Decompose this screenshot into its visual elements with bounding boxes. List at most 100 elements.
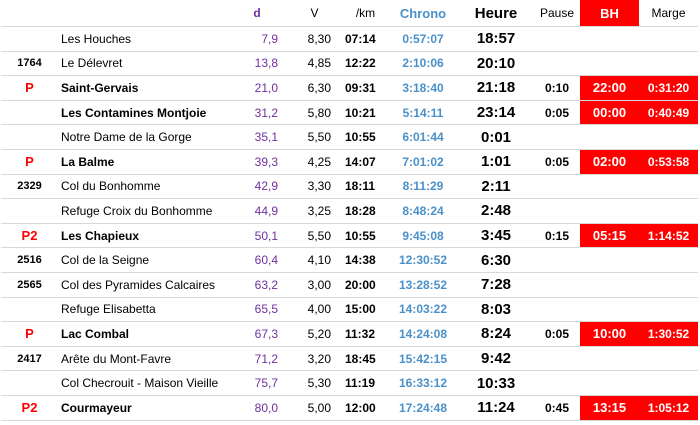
row-heure: 9:42 [458,345,534,371]
row-barrier-time: 00:00 [580,99,639,125]
row-distance: 60,4 [228,247,286,273]
row-margin: 0:53:58 [639,148,698,175]
row-pace: 11:19 [343,370,388,396]
row-code: P2 [1,394,58,421]
row-heure: 0:01 [458,124,534,150]
row-pause [534,173,580,199]
header-speed: V [310,6,319,20]
row-distance: 75,7 [228,370,286,396]
row-speed: 5,00 [286,394,343,421]
row-pace: 20:00 [343,271,388,298]
row-distance: 71,2 [228,345,286,371]
header-place [58,0,228,27]
row-pace: 07:14 [343,26,388,52]
row-pause [534,370,580,396]
row-distance: 35,1 [228,124,286,150]
row-barrier-time [580,173,639,199]
row-code: P2 [1,222,58,248]
row-margin: 1:14:52 [639,222,698,248]
table-row: 2565 Col des Pyramides Calcaires 63,2 3,00 2… [1,271,698,298]
row-pause: 0:45 [534,394,580,421]
row-speed: 5,50 [286,222,343,248]
row-pace: 18:28 [343,198,388,224]
header-chrono: Chrono [399,5,447,21]
row-barrier-time [580,198,639,224]
row-margin [639,173,698,199]
row-margin: 1:30:52 [639,321,698,347]
row-chrono: 15:42:15 [388,345,458,371]
row-chrono: 7:01:02 [388,148,458,175]
row-chrono: 0:57:07 [388,26,458,52]
row-margin [639,296,698,322]
table-row: 2516 Col de la Seigne 60,4 4,10 14:38 12:30:5… [1,247,698,273]
row-speed: 3,20 [286,345,343,371]
header-pause: Pause [539,6,575,20]
row-barrier-time [580,345,639,371]
row-pace: 10:55 [343,222,388,248]
row-barrier-time: 10:00 [580,321,639,347]
row-barrier-time: 05:15 [580,222,639,248]
row-speed: 5,30 [286,370,343,396]
row-margin [639,370,698,396]
row-pace: 12:22 [343,50,388,76]
row-heure: 6:30 [458,247,534,273]
table-row: Les Houches 7,9 8,30 07:14 0:57:07 18:57 [1,26,698,52]
table-row: P2 Courmayeur 80,0 5,00 12:00 17:24:48 11:24 0:… [1,394,698,421]
table-row: P Saint-Gervais 21,0 6,30 09:31 3:18:40 21:18 0… [1,75,698,101]
row-place: Refuge Elisabetta [58,296,228,322]
row-place: Col des Pyramides Calcaires [58,271,228,298]
table-row: Refuge Elisabetta 65,5 4,00 15:00 14:03:22 8:… [1,296,698,322]
row-pause [534,296,580,322]
row-speed: 5,20 [286,321,343,347]
row-distance: 13,8 [228,50,286,76]
row-place: Lac Combal [58,321,228,347]
header-pace: /km [355,6,376,20]
row-pace: 14:38 [343,247,388,273]
row-place: Refuge Croix du Bonhomme [58,198,228,224]
row-speed: 5,50 [286,124,343,150]
table-row: Col Checrouit - Maison Vieille 75,7 5,30 11… [1,370,698,396]
row-pace: 14:07 [343,148,388,175]
row-margin: 0:31:20 [639,75,698,101]
row-heure: 2:11 [458,173,534,199]
row-distance: 31,2 [228,99,286,125]
row-heure: 1:01 [458,148,534,175]
row-pace: 18:11 [343,173,388,199]
row-margin [639,124,698,150]
row-chrono: 8:11:29 [388,173,458,199]
table-row: 2329 Col du Bonhomme 42,9 3,30 18:11 8:11:29 2… [1,173,698,199]
row-pause: 0:05 [534,321,580,347]
row-margin [639,198,698,224]
row-chrono: 3:18:40 [388,75,458,101]
row-place: Col Checrouit - Maison Vieille [58,370,228,396]
row-code: 2329 [1,173,58,199]
row-code [1,99,58,125]
row-pace: 10:21 [343,99,388,125]
row-distance: 44,9 [228,198,286,224]
row-chrono: 9:45:08 [388,222,458,248]
row-barrier-time [580,26,639,52]
row-code [1,124,58,150]
row-chrono: 2:10:06 [388,50,458,76]
row-speed: 3,00 [286,271,343,298]
row-speed: 4,00 [286,296,343,322]
row-code [1,26,58,52]
row-code: P [1,148,58,175]
row-place: Courmayeur [58,394,228,421]
row-heure: 3:45 [458,222,534,248]
row-code [1,370,58,396]
row-heure: 23:14 [458,99,534,125]
table-row: P La Balme 39,3 4,25 14:07 7:01:02 1:01 0:05 02:… [1,148,698,175]
row-code [1,198,58,224]
row-pace: 10:55 [343,124,388,150]
table-row: Notre Dame de la Gorge 35,1 5,50 10:55 6:01:… [1,124,698,150]
table-row: 1764 Le Délevret 13,8 4,85 12:22 2:10:06 20:10 [1,50,698,76]
row-place: Notre Dame de la Gorge [58,124,228,150]
row-margin: 1:05:12 [639,394,698,421]
table-body: Les Houches 7,9 8,30 07:14 0:57:07 18:57 1764 L… [1,26,698,421]
header-code [1,0,58,27]
row-speed: 4,85 [286,50,343,76]
row-barrier-time [580,124,639,150]
table-row: Les Contamines Montjoie 31,2 5,80 10:21 5:14… [1,99,698,125]
